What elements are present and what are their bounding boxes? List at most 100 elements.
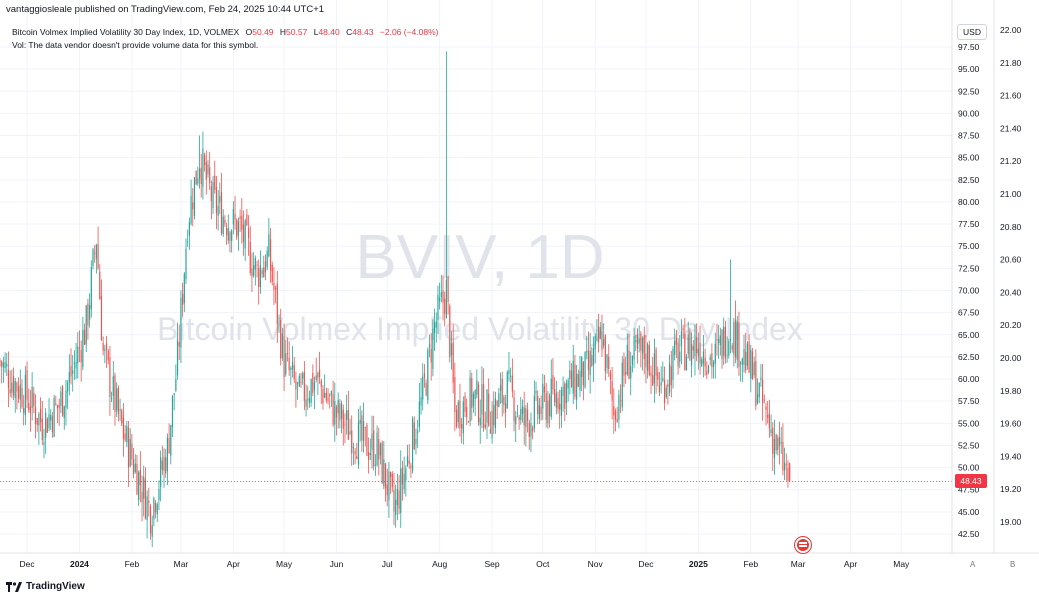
time-tick-label: 2024 [70, 559, 89, 569]
candle-body [14, 380, 16, 398]
candle-body [401, 468, 404, 485]
candle-body [709, 357, 711, 360]
candle-body [291, 362, 294, 370]
scale-b-button[interactable]: B [1010, 560, 1016, 569]
candle-body [733, 322, 735, 355]
candle-body [67, 382, 69, 392]
candle-body [770, 429, 772, 434]
candle-body [535, 390, 537, 394]
tradingview-logo[interactable]: TradingView [6, 581, 85, 592]
candle-body [305, 399, 307, 407]
candle-body [479, 417, 481, 426]
candle-body [6, 363, 8, 367]
candle-body [204, 155, 206, 166]
candle-body [750, 349, 752, 379]
currency-button[interactable]: USD [957, 24, 987, 40]
candle-body [31, 386, 33, 409]
candle-body [731, 345, 733, 350]
candle-body [755, 361, 757, 406]
candle-body [247, 228, 250, 238]
candle-body [303, 371, 305, 401]
candle-body [640, 333, 642, 351]
candle-body [275, 287, 277, 290]
candle-body [258, 267, 260, 288]
candle-body [182, 293, 184, 306]
candle-body [716, 339, 718, 341]
candle-body [2, 362, 4, 368]
candle-body [290, 368, 292, 370]
candle-body [773, 438, 776, 458]
price-tick-label: 52.50 [958, 440, 980, 450]
candle-body [109, 357, 111, 398]
candle-body [692, 346, 694, 351]
candle-body [315, 375, 317, 381]
candle-body [471, 378, 473, 408]
legend-high-label: H [279, 27, 287, 37]
time-tick-label: Mar [791, 559, 806, 569]
candle-body [483, 384, 485, 429]
candle-body [138, 472, 140, 500]
candle-body [423, 373, 426, 378]
candle-body [324, 393, 326, 398]
candle-body [229, 232, 231, 241]
candle-body [153, 498, 155, 520]
candle-body [459, 400, 461, 429]
candle-body [513, 397, 515, 422]
candle-body [119, 408, 121, 411]
candle-body [29, 406, 32, 413]
secondary-tick-label: 19.00 [1000, 517, 1022, 527]
candle-body [613, 406, 615, 416]
candle-body [547, 400, 549, 424]
candle-body [114, 375, 116, 412]
candle-body [685, 356, 688, 371]
candle-body [577, 374, 579, 387]
candle-body [298, 375, 300, 387]
candle-body [349, 431, 351, 434]
candle-body [219, 195, 221, 203]
candle-body [302, 373, 304, 379]
chart-legend: Bitcoin Volmex Implied Volatility 30 Day… [12, 26, 439, 52]
candle-body [154, 502, 157, 512]
candle-body [427, 349, 429, 401]
candle-body [56, 404, 59, 409]
candle-body [398, 490, 400, 510]
candle-body [510, 375, 512, 377]
candle-body [555, 393, 557, 408]
us-flag-event-icon[interactable] [795, 537, 811, 553]
candle-body [787, 468, 789, 481]
candle-body [748, 342, 750, 373]
candle-body [180, 297, 182, 348]
candle-body [239, 216, 241, 220]
candle-body [496, 401, 498, 407]
candle-body [653, 353, 655, 384]
candle-body [7, 369, 10, 389]
candle-body [190, 196, 192, 224]
price-tick-label: 50.00 [958, 463, 980, 473]
secondary-tick-label: 20.80 [1000, 222, 1022, 232]
candle-body [161, 460, 163, 471]
candle-body [582, 362, 584, 386]
candle-body [127, 427, 130, 468]
candle-body [325, 392, 327, 401]
candle-body [364, 427, 366, 429]
candle-body [185, 248, 187, 280]
candle-body [317, 372, 319, 378]
secondary-tick-label: 19.20 [1000, 484, 1022, 494]
price-tick-label: 57.50 [958, 396, 980, 406]
candle-body [540, 406, 542, 415]
candle-body [390, 471, 392, 478]
auto-scale-button[interactable]: A [970, 560, 976, 569]
tradingview-brand-text: TradingView [26, 581, 85, 592]
candle-body [192, 202, 194, 210]
candle-body [18, 386, 20, 399]
candle-body [538, 405, 541, 419]
candle-body [75, 361, 77, 369]
watermark-name: Bitcoin Volmex Implied Volatility 30 Day… [157, 311, 803, 347]
candle-body [554, 388, 556, 403]
candle-body [227, 227, 229, 241]
candle-body [28, 402, 30, 411]
candle-body [592, 348, 595, 365]
secondary-tick-label: 19.40 [1000, 451, 1022, 461]
secondary-tick-label: 21.00 [1000, 189, 1022, 199]
